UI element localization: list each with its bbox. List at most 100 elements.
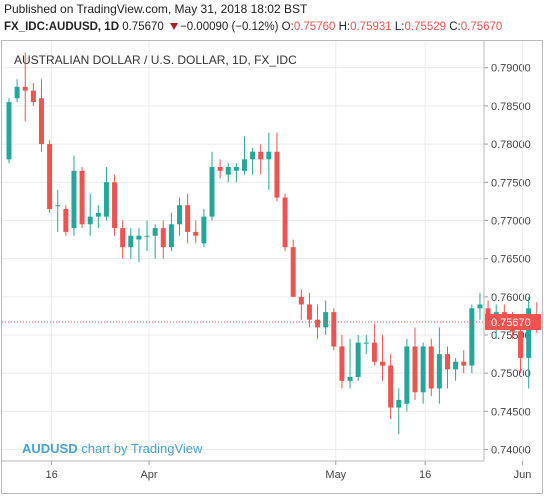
candle-body — [453, 361, 459, 370]
candle-body — [331, 312, 337, 347]
symbol-label: FX_IDC:AUDUSD, 1D — [4, 21, 120, 33]
y-tick-label: 0.74500 — [491, 406, 531, 418]
candle-body — [315, 319, 321, 328]
candle-body — [282, 197, 288, 248]
candle-body — [298, 296, 304, 305]
open-value: 0.75760 — [293, 21, 336, 33]
candle-body — [95, 212, 101, 217]
candle-body — [144, 235, 150, 237]
candle-body — [193, 231, 199, 236]
high-value: 0.75931 — [350, 21, 392, 33]
candle-body — [233, 167, 239, 171]
candle-body — [323, 312, 329, 328]
y-tick-label: 0.75500 — [491, 330, 531, 342]
price-change: −0.00090 (−0.12%) — [180, 21, 279, 33]
candle-body — [380, 361, 386, 366]
candle-body — [22, 86, 28, 91]
candle-body — [112, 182, 118, 229]
candle-body — [306, 304, 312, 320]
candle-body — [55, 205, 61, 207]
quote-line: FX_IDC:AUDUSD, 1D 0.75670 −0.00090 (−0.1… — [4, 21, 502, 33]
high-label: H: — [338, 21, 351, 33]
x-tick-label: Apr — [140, 469, 157, 481]
candle-body — [290, 247, 296, 297]
candle-body — [185, 205, 191, 232]
candle-body — [518, 331, 524, 358]
open-label: O: — [281, 21, 294, 33]
low-value: 0.75529 — [404, 21, 447, 33]
candle-body — [371, 342, 377, 362]
candle-body — [168, 224, 174, 248]
candle-body — [469, 308, 475, 366]
published-line: Published on TradingView.com, May 31, 20… — [4, 2, 308, 16]
candle-body — [38, 98, 44, 145]
candle-body — [485, 308, 491, 320]
candle-body — [225, 167, 231, 175]
chart-frame[interactable]: 0.79000 0.78500 0.78000 0.77500 0.77000 0.765… — [1, 40, 543, 494]
candle-body — [363, 342, 369, 344]
candle-body — [526, 308, 532, 358]
candle-body — [6, 102, 12, 160]
candle-body — [160, 228, 166, 248]
candle-body — [209, 167, 215, 217]
candle-body — [120, 228, 126, 248]
y-tick-label: 0.75000 — [491, 368, 531, 380]
candle-body — [428, 346, 434, 389]
candle-body — [396, 399, 402, 408]
watermark-ticker: AUDUSD — [22, 441, 78, 456]
candle-body — [388, 365, 394, 408]
candle-body — [258, 151, 264, 160]
x-tick-label: 16 — [45, 469, 57, 481]
watermark-text: chart by TradingView — [77, 441, 203, 456]
candle-body — [355, 342, 361, 377]
y-tick-label: 0.74000 — [491, 445, 531, 457]
x-tick-label: 16 — [419, 469, 431, 481]
candle-body — [274, 151, 280, 198]
chart-title: AUSTRALIAN DOLLAR / U.S. DOLLAR, 1D, FX_… — [14, 53, 297, 67]
candle-body — [201, 216, 207, 244]
last-price: 0.75670 — [122, 21, 164, 33]
candle-body — [47, 144, 53, 209]
close-value: 0.75670 — [460, 21, 503, 33]
y-tick-label: 0.78000 — [491, 139, 531, 151]
candle-body — [420, 346, 426, 393]
candle-body — [30, 90, 36, 103]
candle-body — [103, 182, 109, 217]
candlestick-chart[interactable]: 0.79000 0.78500 0.78000 0.77500 0.77000 0.765… — [2, 41, 542, 493]
candle-body — [152, 228, 158, 236]
y-tick-label: 0.76000 — [491, 292, 531, 304]
candle-body — [461, 361, 467, 366]
y-tick-label: 0.77500 — [491, 177, 531, 189]
candle-body — [63, 209, 69, 232]
candle-body — [436, 354, 442, 389]
candle-body — [501, 312, 507, 316]
candle-body — [71, 170, 77, 229]
close-label: C: — [449, 21, 461, 33]
candle-body — [477, 304, 483, 309]
last-price-badge — [485, 314, 541, 331]
candle-body — [79, 170, 85, 225]
candle-body — [347, 377, 353, 381]
candle-body — [266, 151, 272, 160]
x-tick-label: May — [325, 469, 346, 481]
x-tick-label: Jun — [514, 469, 532, 481]
candle-body — [444, 354, 450, 370]
candle-body — [128, 235, 134, 248]
candle-body — [87, 216, 93, 225]
y-tick-label: 0.76500 — [491, 254, 531, 266]
candle-body — [412, 346, 418, 393]
y-tick-label: 0.78500 — [491, 101, 531, 113]
candle-body — [250, 151, 256, 160]
y-tick-label: 0.79000 — [491, 63, 531, 75]
down-triangle-icon — [170, 23, 178, 30]
candle-body — [241, 159, 247, 171]
y-tick-label: 0.77000 — [491, 215, 531, 227]
last-price-label: 0.75670 — [491, 317, 531, 329]
candle-body — [404, 346, 410, 404]
watermark: AUDUSD chart by TradingView — [22, 441, 202, 456]
candle-body — [177, 205, 183, 225]
candle-body — [217, 167, 223, 171]
candle-body — [136, 235, 142, 240]
candle-body — [339, 346, 345, 381]
low-label: L: — [394, 21, 405, 33]
